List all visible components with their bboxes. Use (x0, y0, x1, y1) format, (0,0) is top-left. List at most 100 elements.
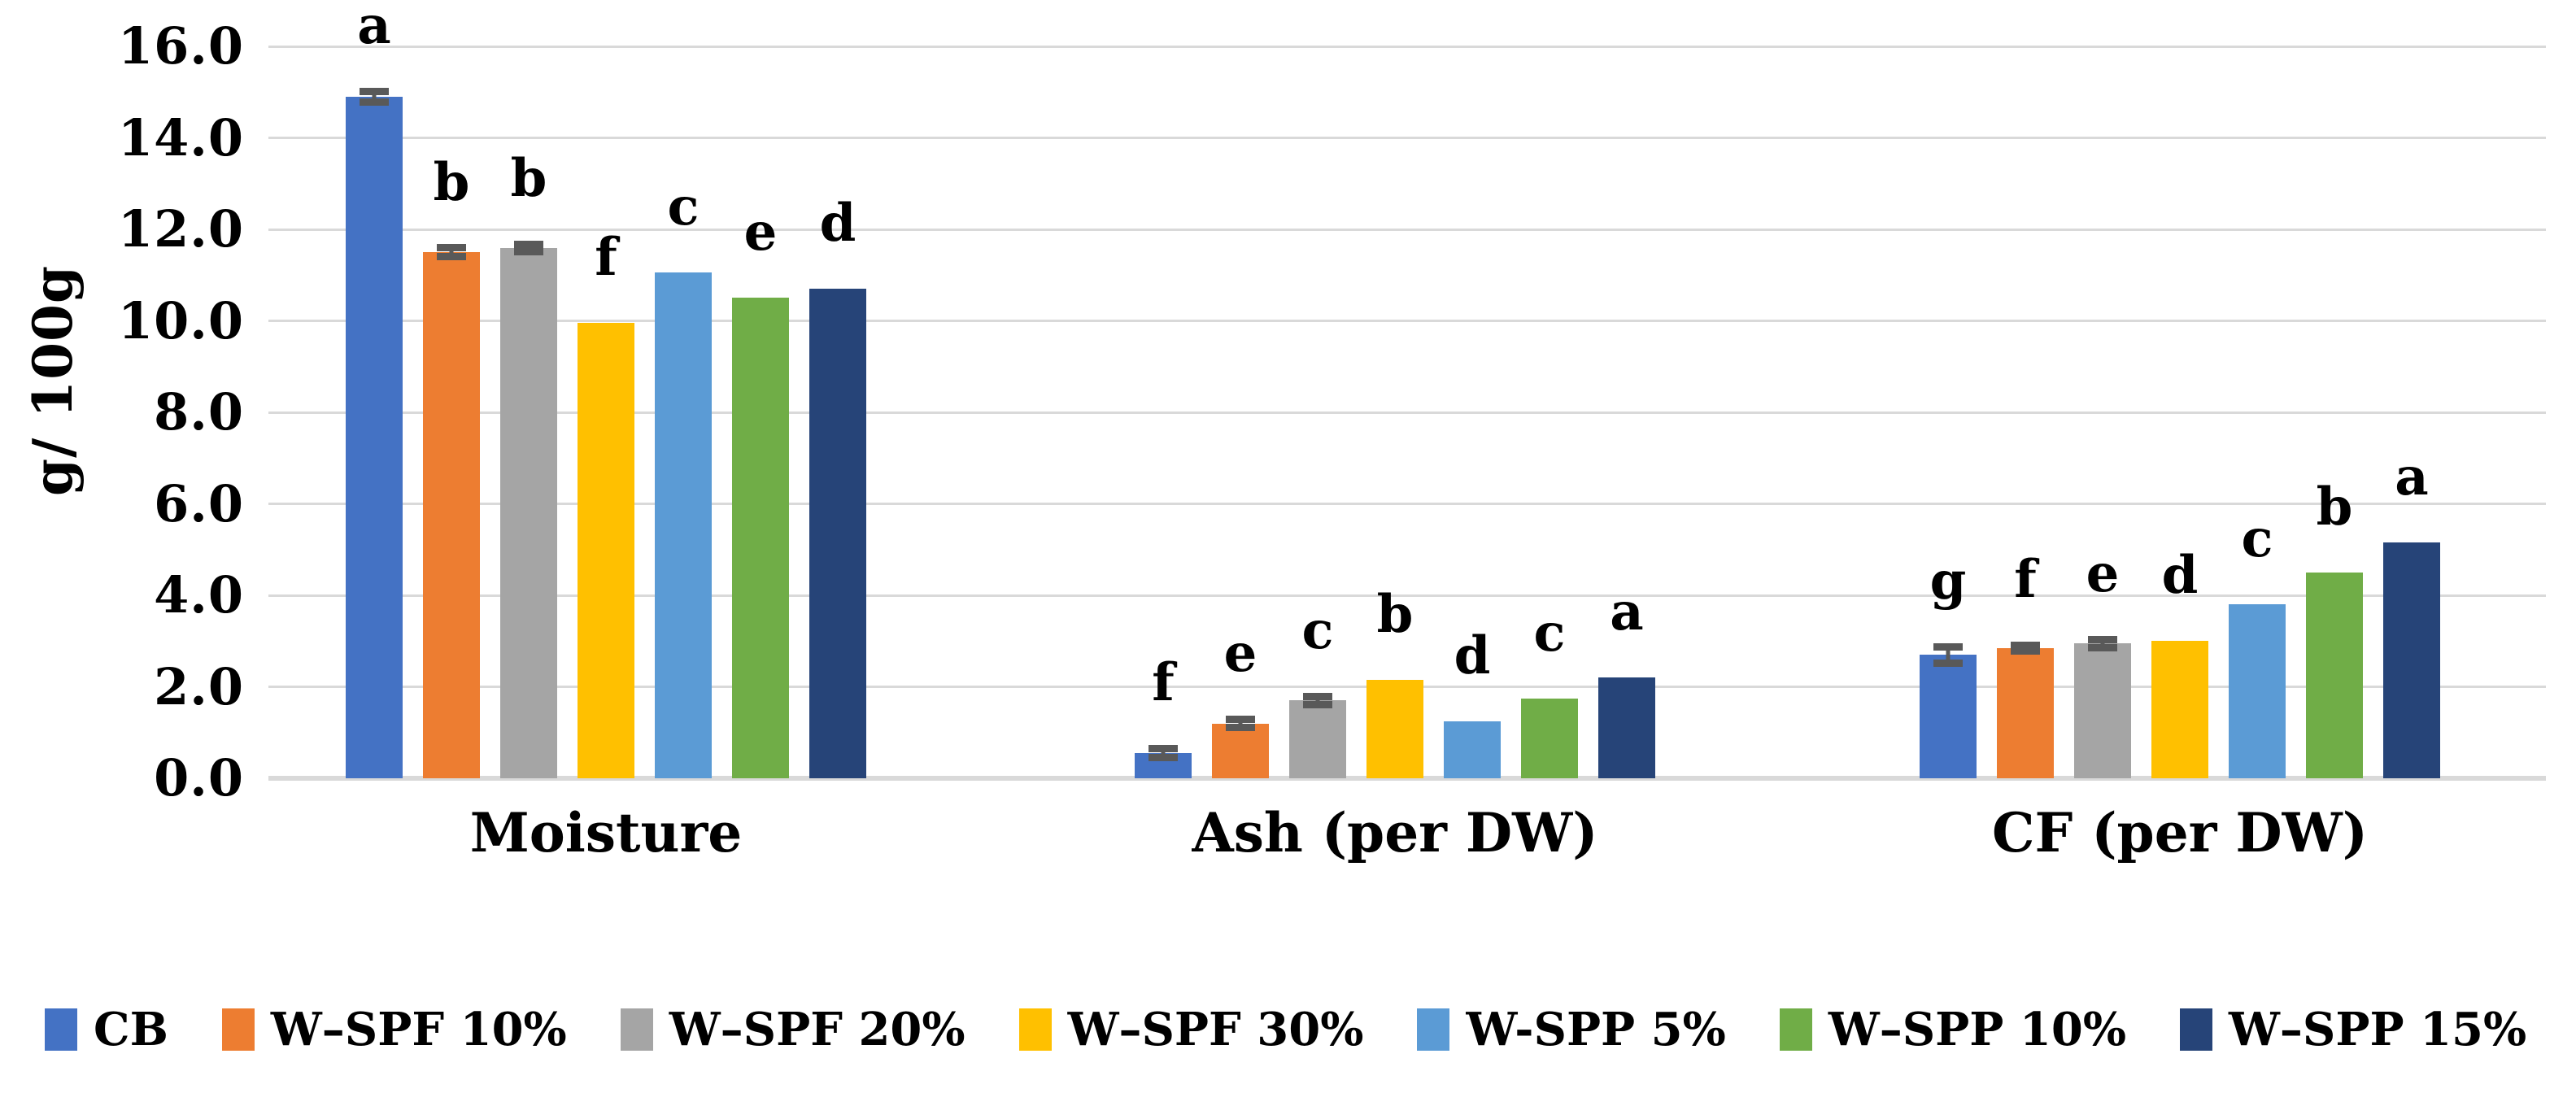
legend-swatch (45, 1008, 77, 1051)
error-bar-cap (1226, 724, 1255, 732)
category-label-cf: CF (per DW) (1991, 801, 2369, 864)
bar: c (655, 181, 712, 778)
error-bar-stem (1946, 642, 1951, 667)
bar: e (2074, 548, 2131, 778)
error-bar-stem (1315, 692, 1320, 708)
error-bar (360, 87, 389, 107)
y-tick-label: 2.0 (154, 656, 244, 716)
legend-label: W-SPP 5% (1466, 1003, 1726, 1056)
gridline (268, 320, 2546, 322)
legend-item: CB (45, 1005, 168, 1054)
legend: CB W–SPF 10% W–SPF 20% W–SPF 30% W-SPP 5% W–S… (45, 1005, 2526, 1054)
bar: a (346, 0, 403, 778)
bar: e (732, 207, 789, 778)
error-bar-cap (514, 247, 543, 255)
error-bar-cap (2011, 647, 2040, 655)
significance-letter: c (667, 176, 700, 238)
bar: b (2306, 481, 2363, 778)
error-bar-cap (1933, 642, 1963, 651)
bar: b (1366, 589, 1423, 778)
bar: f (1135, 657, 1192, 778)
y-tick-label: 14.0 (117, 107, 244, 168)
error-bar-cap (437, 244, 466, 251)
legend-label: W–SPF 30% (1067, 1003, 1364, 1056)
error-bar-cap (2088, 635, 2117, 643)
category-label-moisture: Moisture (469, 801, 743, 864)
bar: c (1289, 605, 1346, 778)
y-tick-label: 0.0 (154, 748, 244, 808)
legend-item: W–SPF 10% (221, 1003, 567, 1056)
bar: d (809, 198, 866, 778)
legend-swatch (1779, 1008, 1812, 1051)
bar: e (1212, 628, 1269, 778)
bar: f (1997, 554, 2054, 778)
significance-letter: c (1533, 602, 1566, 664)
error-bar-stem (372, 87, 377, 107)
error-bar-cap (360, 98, 389, 107)
significance-letter: c (2241, 508, 2273, 570)
significance-letter: e (743, 202, 778, 263)
error-bar-cap (514, 240, 543, 248)
y-tick-label: 10.0 (117, 290, 244, 351)
legend-swatch (1018, 1008, 1052, 1051)
legend-swatch (2180, 1008, 2213, 1051)
error-bar-cap (437, 253, 466, 261)
error-bar-stem (2100, 635, 2105, 651)
bar: a (2383, 451, 2440, 778)
significance-letter: b (510, 148, 547, 209)
gridline (268, 594, 2546, 597)
legend-item: W-SPP 5% (1417, 1003, 1726, 1056)
x-axis-line (268, 776, 2546, 781)
legend-item: W–SPF 20% (620, 1003, 965, 1056)
legend-label: CB (94, 1003, 168, 1056)
error-bar-cap (2011, 641, 2040, 649)
bar: f (578, 232, 634, 778)
legend-item: W–SPP 15% (2180, 1005, 2526, 1054)
error-bar-cap (360, 87, 389, 95)
gridline (268, 228, 2546, 231)
y-tick-label: 12.0 (117, 199, 244, 259)
error-bar-cap (1933, 659, 1963, 667)
significance-letter: d (2161, 545, 2199, 607)
legend-label: W–SPP 15% (2229, 1003, 2527, 1056)
y-tick-label: 16.0 (117, 16, 244, 76)
significance-letter: f (595, 227, 617, 289)
significance-letter: a (1610, 581, 1644, 643)
error-bar-stem (1161, 744, 1166, 762)
gridline (268, 45, 2546, 48)
error-bar-stem (1238, 715, 1243, 732)
error-bar (2088, 635, 2117, 651)
error-bar (437, 244, 466, 261)
bar: b (500, 153, 557, 778)
legend-label: W–SPP 10% (1828, 1003, 2127, 1056)
y-tick-label: 4.0 (154, 565, 244, 625)
gridline (268, 503, 2546, 505)
error-bar (1149, 744, 1178, 762)
bar: g (1920, 555, 1977, 778)
error-bar (2011, 641, 2040, 655)
significance-letter: f (1152, 652, 1175, 714)
significance-letter: e (1223, 623, 1257, 685)
bar: d (1444, 629, 1501, 778)
legend-label: W–SPF 20% (669, 1003, 965, 1056)
bar: d (2151, 550, 2208, 778)
bar: c (2229, 513, 2286, 778)
error-bar-cap (1149, 754, 1178, 762)
significance-letter: b (433, 151, 470, 213)
significance-letter: f (2014, 549, 2037, 611)
error-bar-cap (2088, 643, 2117, 651)
significance-letter: b (2316, 476, 2353, 538)
error-bar-cap (1303, 700, 1332, 708)
significance-letter: d (1454, 625, 1491, 686)
legend-swatch (620, 1008, 653, 1051)
gridline (268, 137, 2546, 139)
legend-item: W–SPP 10% (1779, 1003, 2127, 1056)
y-tick-label: 8.0 (154, 382, 244, 442)
significance-letter: e (2086, 543, 2120, 604)
legend-label: W–SPF 10% (270, 1003, 567, 1056)
bar: b (423, 156, 480, 778)
